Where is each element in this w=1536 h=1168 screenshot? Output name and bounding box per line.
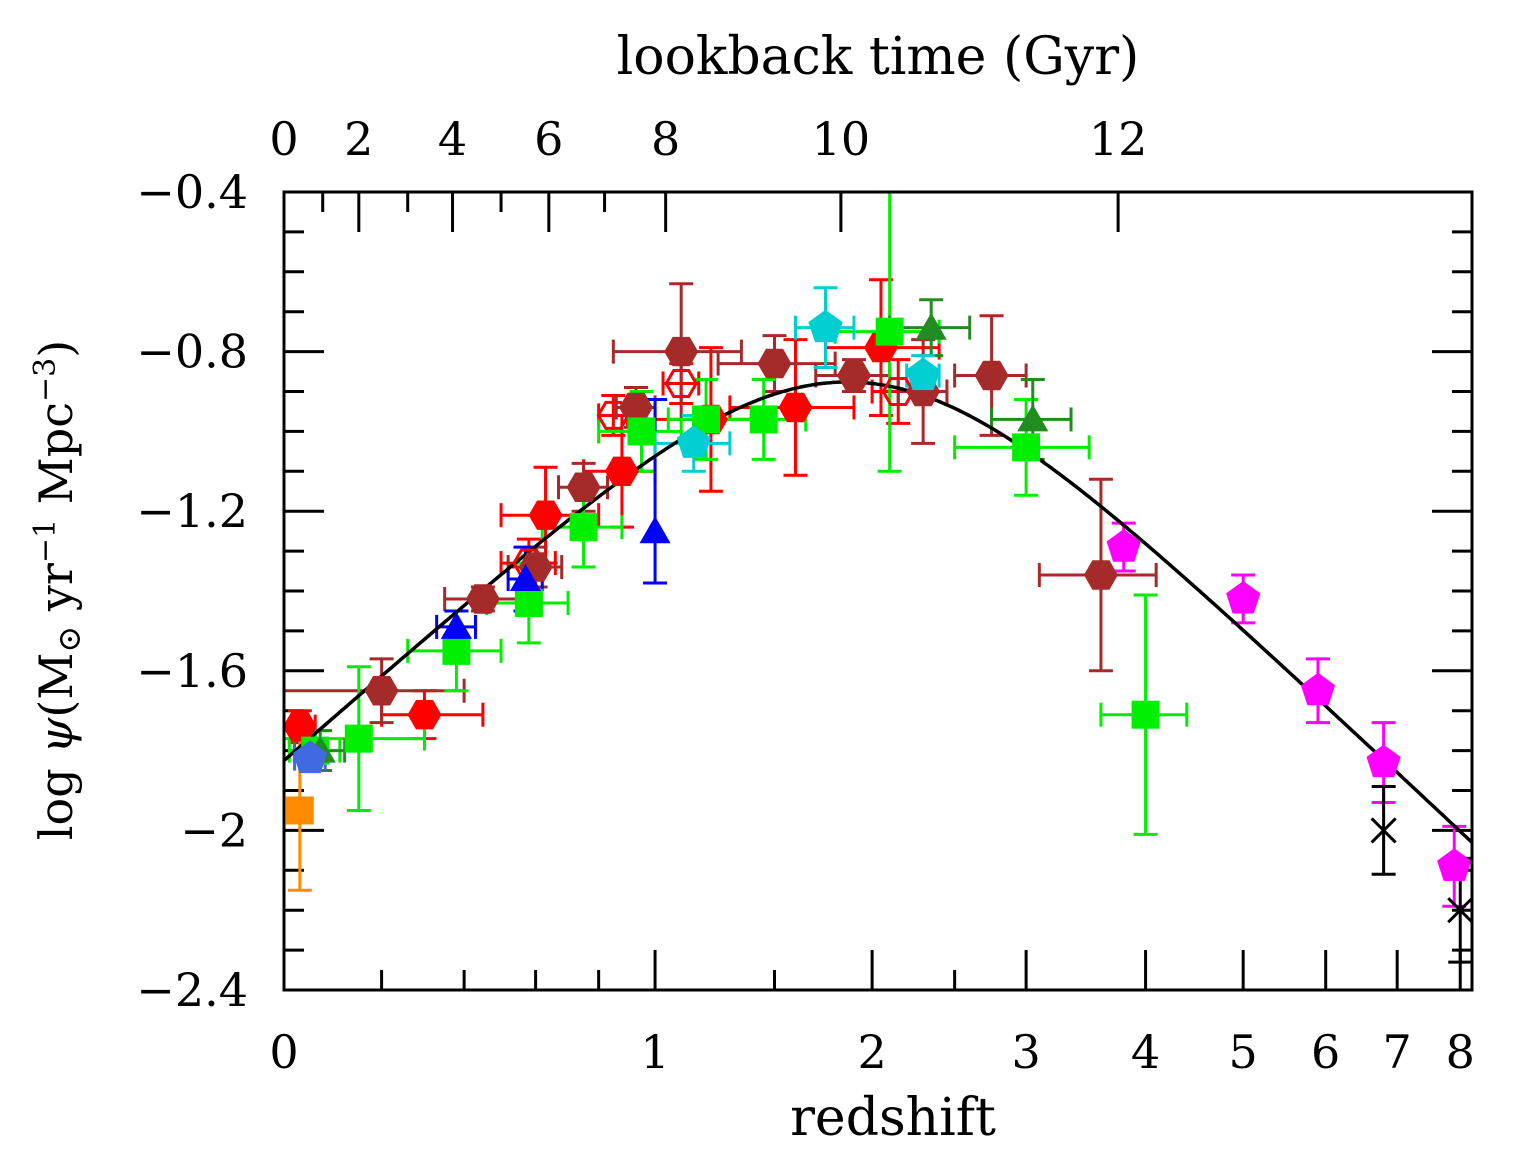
hexagon-marker: [284, 711, 317, 742]
x-axis-title: redshift: [790, 1088, 996, 1148]
pentagon-marker: [676, 425, 711, 458]
y-tick-label: −1.6: [136, 644, 248, 698]
y-axis-title-part: log: [29, 754, 83, 840]
x-tick-label: 3: [1011, 1025, 1040, 1079]
hexagon-marker: [974, 360, 1009, 391]
pentagon-marker: [808, 309, 843, 343]
y-axis-title: log ψ(M⊙ yr−1 Mpc−3): [28, 340, 89, 840]
square-marker: [749, 405, 778, 434]
triangle-marker: [1017, 404, 1049, 432]
y-tick-label: −2: [180, 803, 248, 857]
y-axis-title-exponent: −3: [28, 358, 63, 402]
y-axis-title-part: Mpc: [29, 402, 83, 519]
square-marker: [875, 317, 904, 346]
triangle-marker: [440, 611, 472, 639]
cross-marker: [1370, 817, 1397, 844]
top-axis-title: lookback time (Gyr): [617, 27, 1140, 87]
pentagon-marker: [1366, 744, 1401, 778]
error-bars: [284, 192, 1472, 964]
square-marker: [569, 513, 598, 542]
y-axis-title-part: yr: [29, 563, 83, 626]
x-tick-label: 2: [857, 1025, 886, 1079]
top-tick-label: 4: [438, 112, 467, 166]
square-marker: [1131, 700, 1160, 729]
triangle-marker: [639, 516, 671, 544]
open-hexagon-marker: [664, 369, 698, 398]
top-tick-label: 12: [1089, 112, 1148, 166]
axis-ticks: [282, 190, 1472, 992]
top-tick-label: 10: [812, 112, 871, 166]
hexagon-marker: [1083, 560, 1118, 590]
y-axis-title-exponent: −1: [28, 519, 63, 563]
triangle-marker: [915, 312, 947, 340]
y-axis-title-symbol: ψ: [29, 717, 83, 754]
top-tick-label: 2: [344, 112, 373, 166]
pentagon-marker: [1437, 848, 1472, 881]
hexagon-marker: [528, 500, 563, 530]
data-markers: [284, 309, 1472, 924]
tick-labels: 0 1 2 3 4 5 6 7 80 2 4 6 8 10 12−2.4−2−1.6−1.2−0.8−0.4: [136, 112, 1475, 1079]
x-tick-label: 7: [1383, 1025, 1412, 1079]
top-tick-label: 0: [269, 112, 298, 166]
hexagon-marker: [757, 348, 792, 379]
pentagon-marker: [1106, 529, 1141, 562]
pentagon-marker: [1226, 581, 1261, 614]
top-tick-label: 6: [534, 112, 563, 166]
square-marker: [627, 417, 656, 446]
square-marker: [1012, 433, 1041, 462]
hexagon-marker: [778, 392, 813, 423]
y-axis-title-part: ): [29, 340, 83, 358]
cross-stroke: [1370, 817, 1397, 844]
square-marker: [442, 636, 471, 665]
x-tick-label: 0: [269, 1025, 298, 1079]
hexagon-marker: [465, 584, 500, 614]
y-axis-title-part: (M: [29, 653, 83, 718]
hexagon-marker: [364, 676, 399, 706]
x-tick-label: 5: [1229, 1025, 1258, 1079]
hexagon-marker: [407, 700, 442, 730]
hexagon-marker: [566, 472, 601, 502]
open-hexagon-marker: [881, 377, 915, 406]
top-tick-label: 8: [651, 112, 680, 166]
y-tick-label: −2.4: [136, 963, 248, 1017]
x-tick-label: 4: [1131, 1025, 1160, 1079]
y-tick-label: −0.8: [136, 325, 248, 379]
square-marker: [514, 588, 543, 617]
y-tick-label: −0.4: [136, 165, 248, 219]
pentagon-marker: [293, 740, 328, 774]
y-axis-title-sun-symbol: ⊙: [50, 626, 88, 653]
plot-frame: [282, 190, 1474, 992]
pentagon-marker: [1300, 672, 1336, 706]
hexagon-marker: [664, 336, 699, 367]
x-tick-label: 8: [1446, 1025, 1475, 1079]
pentagon-marker: [906, 357, 941, 391]
hexagon-marker: [619, 392, 653, 423]
x-tick-label: 1: [640, 1025, 669, 1079]
square-marker: [285, 796, 314, 825]
triangle-marker: [509, 564, 542, 591]
square-marker: [344, 724, 373, 753]
y-tick-label: −1.2: [136, 484, 248, 538]
cross-stroke: [1447, 897, 1472, 924]
x-tick-label: 6: [1311, 1025, 1340, 1079]
cross-marker: [1447, 897, 1472, 924]
open-hexagon-marker: [596, 400, 631, 430]
hexagon-marker: [604, 456, 639, 486]
hexagon-marker: [837, 360, 871, 391]
